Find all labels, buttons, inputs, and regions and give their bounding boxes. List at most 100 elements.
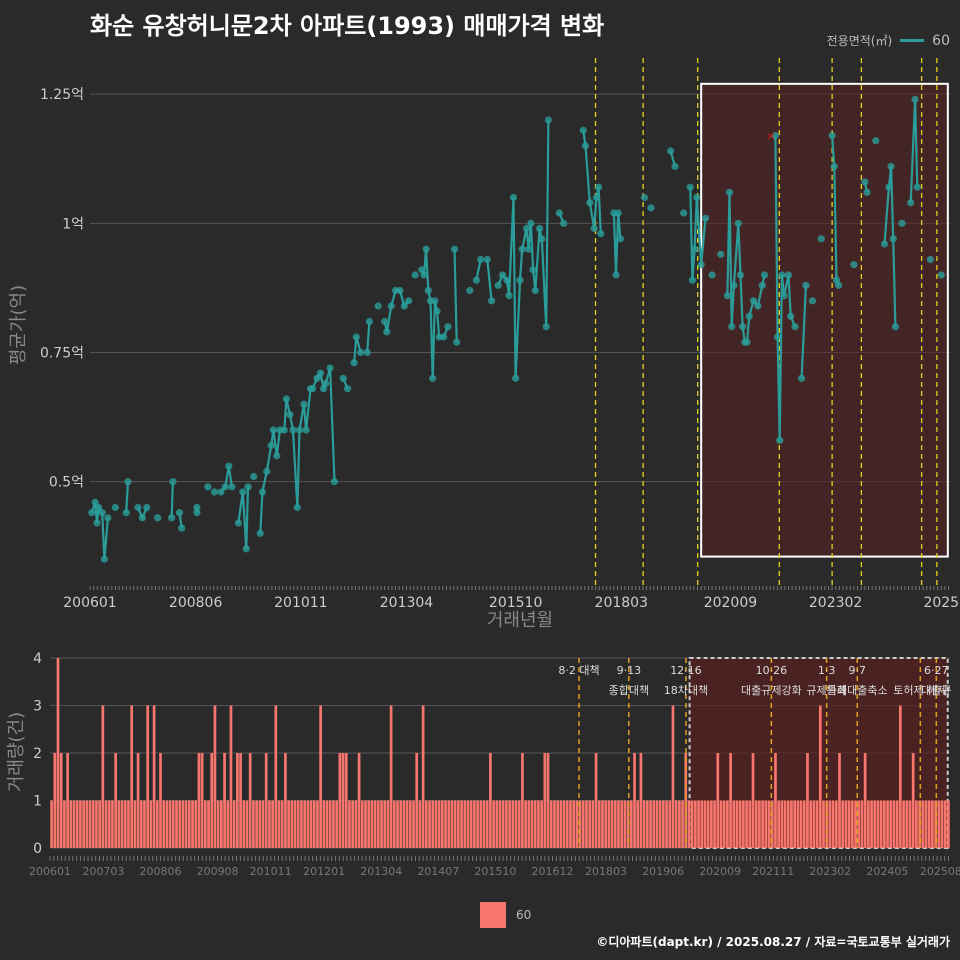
volume-bar (402, 800, 406, 848)
volume-bar (921, 800, 925, 848)
price-point (898, 219, 906, 227)
volume-bar (588, 800, 592, 848)
volume-bar (790, 800, 793, 848)
price-point (374, 302, 382, 310)
price-point (405, 297, 413, 305)
price-point (734, 219, 742, 227)
price-point (93, 519, 101, 527)
volume-bar (924, 800, 928, 848)
volume-bar (82, 800, 85, 848)
price-point (579, 126, 587, 134)
volume-bar (136, 753, 140, 848)
volume-bar (389, 705, 393, 848)
volume-bar (242, 800, 246, 848)
volume-bar (351, 800, 355, 848)
price-point (592, 193, 600, 202)
volume-x-tick-label: 202009 (699, 865, 741, 878)
volume-bar (854, 800, 857, 848)
price-point (880, 240, 889, 248)
volume-bar (732, 800, 736, 848)
volume-bar (645, 800, 649, 848)
volume-bar (774, 753, 777, 848)
volume-bar (687, 800, 691, 848)
price-point (693, 193, 701, 202)
volume-bar (742, 800, 745, 848)
price-series-line (366, 321, 371, 353)
price-point (483, 255, 491, 264)
volume-bar (447, 800, 451, 848)
volume-bar (444, 800, 447, 848)
price-point (760, 271, 769, 279)
volume-bar (114, 753, 118, 848)
volume-bar (155, 800, 159, 848)
price-point (536, 224, 544, 233)
price-y-tick-label: 1.25억 (40, 87, 84, 103)
volume-bar (460, 800, 463, 848)
volume-bar (943, 800, 947, 848)
price-point (383, 328, 391, 336)
price-point (828, 131, 836, 140)
volume-policy-label: 1·3 (818, 664, 836, 677)
price-point (322, 379, 330, 388)
price-point (225, 462, 233, 470)
volume-bar (162, 800, 166, 848)
volume-bar (53, 753, 57, 848)
price-point (466, 286, 474, 295)
volume-bar (210, 753, 214, 848)
price-point (614, 209, 622, 217)
price-point (309, 385, 317, 393)
volume-bar (546, 753, 550, 848)
price-point (168, 514, 176, 522)
volume-policy-label: 6·27 (924, 664, 949, 677)
volume-bar (770, 800, 774, 848)
price-point (169, 478, 177, 486)
volume-policy-label: 8·2 대책 (558, 664, 599, 677)
price-y-tick-label: 0.5억 (49, 475, 84, 491)
legend-bottom: 60 (480, 902, 531, 928)
volume-bar (652, 800, 656, 848)
price-chart: × 0.5억 0.75억 1억 1.25억 200601 200806 201011 2013… (8, 58, 959, 631)
volume-bar (303, 800, 306, 848)
price-point (723, 292, 731, 300)
volume-bar (604, 800, 608, 848)
price-point (527, 219, 535, 227)
volume-bar (322, 800, 326, 848)
volume-bar (492, 800, 495, 848)
price-point (802, 281, 810, 289)
volume-bar (268, 800, 271, 848)
volume-bar (847, 800, 851, 848)
volume-bar (232, 800, 236, 848)
price-point (381, 317, 389, 326)
price-point (400, 302, 408, 310)
volume-bar (479, 800, 483, 848)
price-point (300, 400, 308, 408)
price-point (138, 514, 146, 522)
volume-y-tick-label: 0 (33, 841, 42, 857)
price-point (754, 302, 762, 310)
credit: ©디아파트(dapt.kr) / 2025.08.27 / 자료=국토교통부 실… (596, 935, 950, 949)
volume-bar (620, 800, 624, 848)
price-point (95, 503, 103, 512)
volume-bar (300, 800, 303, 848)
price-series-line (170, 481, 174, 518)
volume-bar (386, 800, 390, 848)
price-point (204, 483, 212, 491)
volume-policy-label: 9·7 (849, 664, 867, 677)
price-x-tick-label: 202302 (809, 595, 862, 611)
volume-bar (255, 800, 258, 848)
volume-bar (290, 800, 294, 848)
volume-bar (489, 753, 492, 848)
price-point (590, 224, 598, 233)
volume-bar (428, 800, 431, 848)
price-point (612, 271, 620, 279)
volume-bar (319, 705, 322, 848)
volume-bar (287, 800, 290, 848)
price-point (450, 245, 459, 253)
volume-x-tick-label: 202508 (920, 865, 960, 878)
price-point (250, 472, 258, 481)
volume-bar (392, 800, 396, 848)
volume-bar (72, 800, 76, 848)
price-point (244, 483, 252, 491)
price-point (542, 323, 550, 331)
volume-bar (556, 800, 559, 848)
